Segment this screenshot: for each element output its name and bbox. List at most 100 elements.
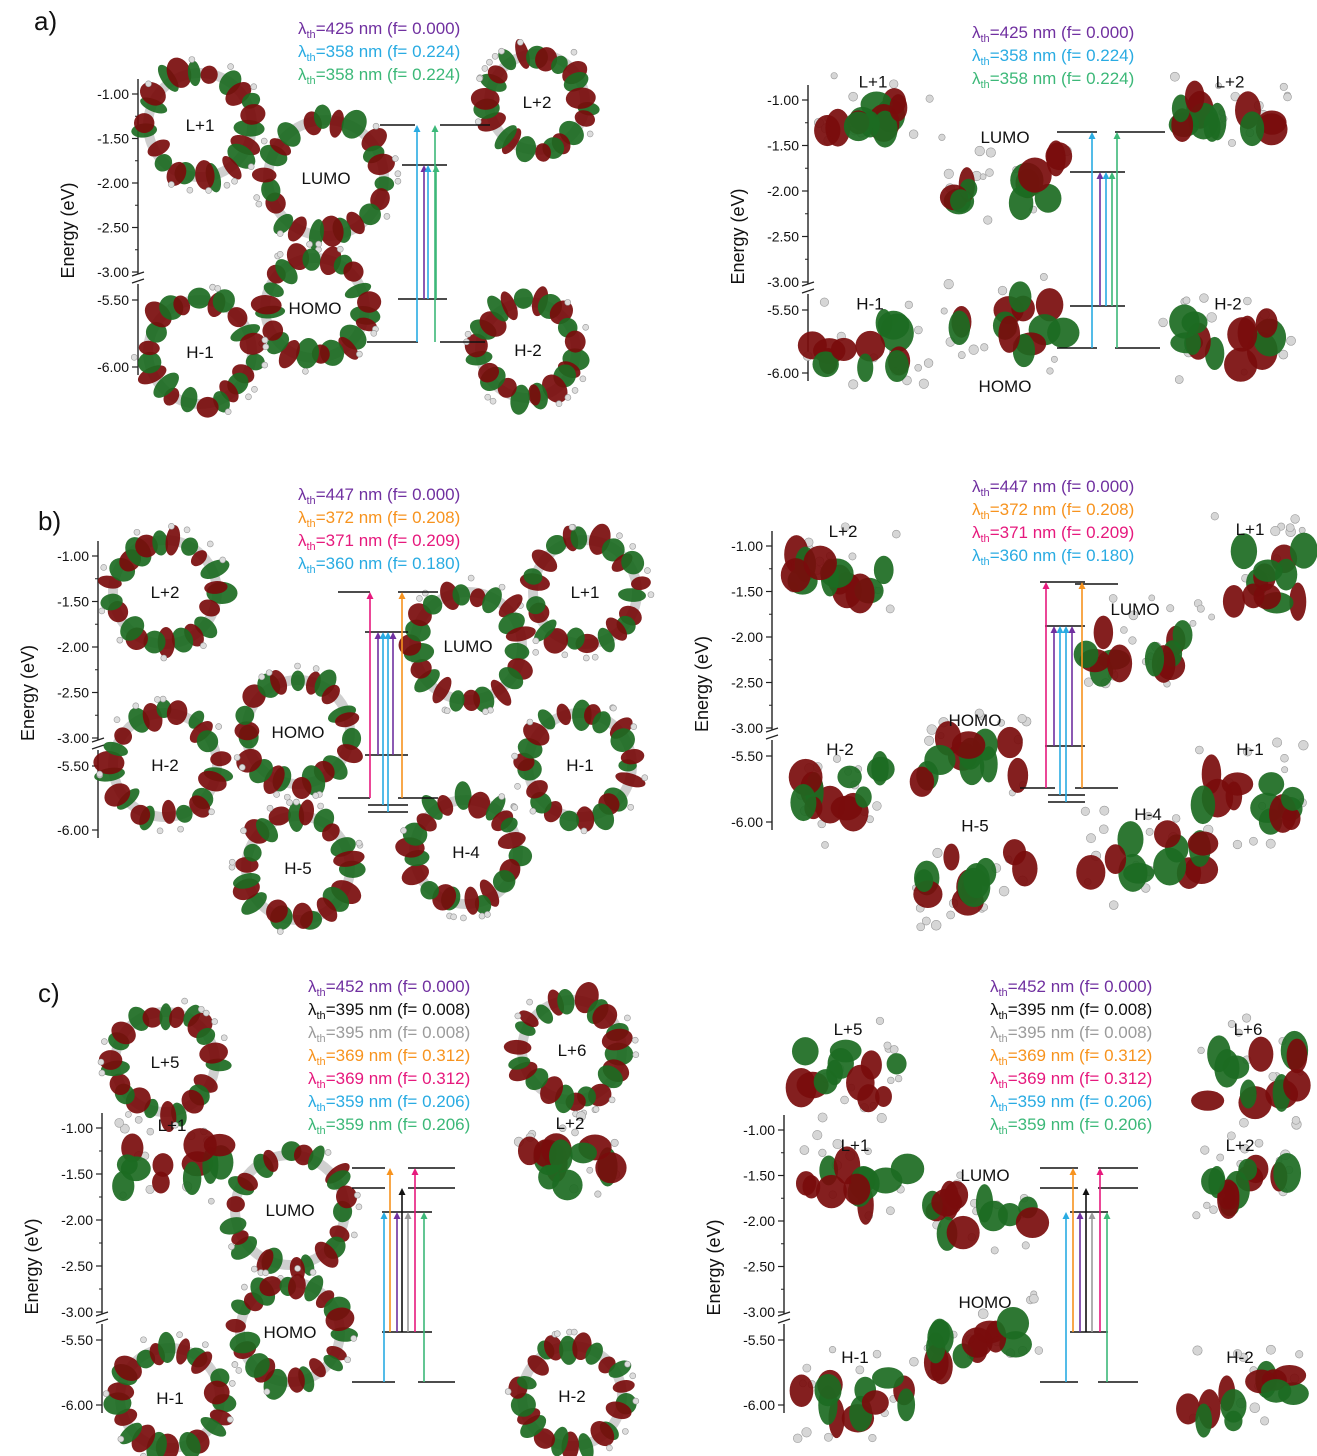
- orbital-c-right-l1: L+1: [795, 1130, 925, 1225]
- orbital-lobe: [166, 700, 188, 726]
- atom: [946, 910, 956, 920]
- atom: [926, 724, 938, 735]
- orbital-lobe: [621, 550, 645, 575]
- atom: [1281, 766, 1289, 774]
- orbital-lobe: [200, 65, 218, 84]
- atom: [824, 1432, 833, 1442]
- orbital-lobe: [515, 136, 537, 163]
- orbital-lobe: [998, 315, 1021, 353]
- orbital-lobe: [187, 60, 201, 87]
- orbital-lobe: [1203, 112, 1221, 142]
- orbital-c-right-l2: L+2: [1192, 1131, 1302, 1220]
- orbital-lobe: [503, 1039, 532, 1055]
- atom: [586, 1166, 594, 1174]
- orbital-lobe: [1230, 533, 1258, 570]
- atom: [883, 1041, 892, 1050]
- atom: [351, 1231, 358, 1239]
- orbital-lobe: [829, 1039, 862, 1063]
- panel-letter: a): [34, 6, 57, 36]
- transition-arrowhead: [386, 1168, 394, 1175]
- atom: [801, 1427, 812, 1438]
- atom: [610, 1138, 619, 1147]
- orbital-lobe: [112, 1171, 135, 1202]
- atom: [1166, 604, 1175, 613]
- orbital-lobe: [498, 594, 523, 618]
- orbital-c-left-l5: L+5: [97, 997, 232, 1133]
- atom: [1254, 1138, 1264, 1148]
- orbital-a-left-l1: L+1: [131, 56, 266, 194]
- orbital-lobe: [837, 765, 862, 789]
- orbital-lobe: [98, 1050, 123, 1070]
- axis-tick-label: -3.00: [97, 264, 129, 280]
- orbital-label: HOMO: [264, 1323, 317, 1342]
- atom: [514, 783, 521, 790]
- orbital-lobe: [549, 1139, 573, 1173]
- panel-letter: c): [38, 978, 60, 1008]
- atom: [818, 1148, 827, 1157]
- orbital-lobe: [1008, 281, 1032, 313]
- atom: [181, 997, 188, 1005]
- atom: [1206, 312, 1217, 323]
- atom: [908, 129, 919, 139]
- orbital-lobe: [1181, 311, 1208, 334]
- orbital-lobe: [556, 703, 572, 726]
- orbital-lobe: [255, 818, 279, 843]
- transition-arrowhead: [431, 125, 439, 132]
- transition-arrowhead: [1088, 1212, 1096, 1219]
- orbital-lobe: [866, 756, 895, 782]
- atom: [253, 194, 261, 201]
- orbital-lobe: [618, 588, 646, 602]
- atom: [1226, 1131, 1236, 1141]
- atom: [205, 187, 212, 194]
- atom: [1128, 610, 1139, 621]
- orbital-lobe: [545, 534, 567, 555]
- orbital-lobe: [414, 669, 440, 693]
- orbital-lobe: [263, 282, 284, 298]
- atom: [176, 1331, 183, 1339]
- orbital-lobe: [153, 372, 179, 398]
- orbital-lobe: [610, 728, 635, 752]
- orbital-lobe: [492, 870, 516, 893]
- atom: [98, 607, 106, 615]
- orbital-lobe: [323, 1354, 344, 1372]
- orbital-lobe: [137, 351, 162, 374]
- orbital-lobe: [309, 1358, 326, 1378]
- orbital-label: L+1: [186, 116, 215, 135]
- transition-arrowhead: [1069, 1168, 1077, 1175]
- atom: [1192, 1345, 1203, 1356]
- orbital-lobe: [789, 1374, 814, 1407]
- orbital-label: L+6: [1234, 1020, 1263, 1039]
- orbital-b-left-l1: L+1: [517, 523, 655, 662]
- orbital-lobe: [1154, 820, 1181, 848]
- orbital-lobe: [245, 1353, 270, 1378]
- orbital-lobe: [595, 1152, 627, 1184]
- orbital-lobe: [158, 1331, 176, 1363]
- orbital-c-left-h1: H-1: [102, 1331, 237, 1456]
- transition-arrowhead: [1068, 626, 1076, 633]
- orbital-lobe: [1015, 1207, 1050, 1239]
- orbital-lobe: [601, 1028, 633, 1051]
- orbital-lobe: [569, 1142, 597, 1164]
- atom: [985, 168, 994, 177]
- atom: [956, 1171, 964, 1179]
- atom: [276, 251, 284, 258]
- orbital-lobe: [1017, 157, 1052, 193]
- orbital-lobe: [180, 386, 198, 413]
- atom: [1272, 737, 1283, 748]
- orbital-label: L+1: [859, 73, 888, 92]
- atom: [848, 379, 859, 390]
- orbital-label: H-4: [452, 843, 479, 862]
- atom: [932, 847, 943, 859]
- atom: [255, 200, 263, 208]
- orbital-lobe: [432, 676, 452, 704]
- orbital-label-homo: HOMO: [979, 377, 1032, 396]
- axis-tick-label: -1.50: [61, 1166, 93, 1182]
- axis-tick-label: -1.50: [57, 594, 89, 610]
- atom: [570, 48, 578, 56]
- orbital-b-right-l2: L+2: [780, 522, 901, 614]
- orbital-lobe: [1238, 1158, 1258, 1181]
- atom: [1286, 335, 1296, 346]
- orbital-lobe: [135, 534, 158, 558]
- orbital-lobe: [200, 1416, 227, 1437]
- orbital-lobe: [855, 786, 872, 808]
